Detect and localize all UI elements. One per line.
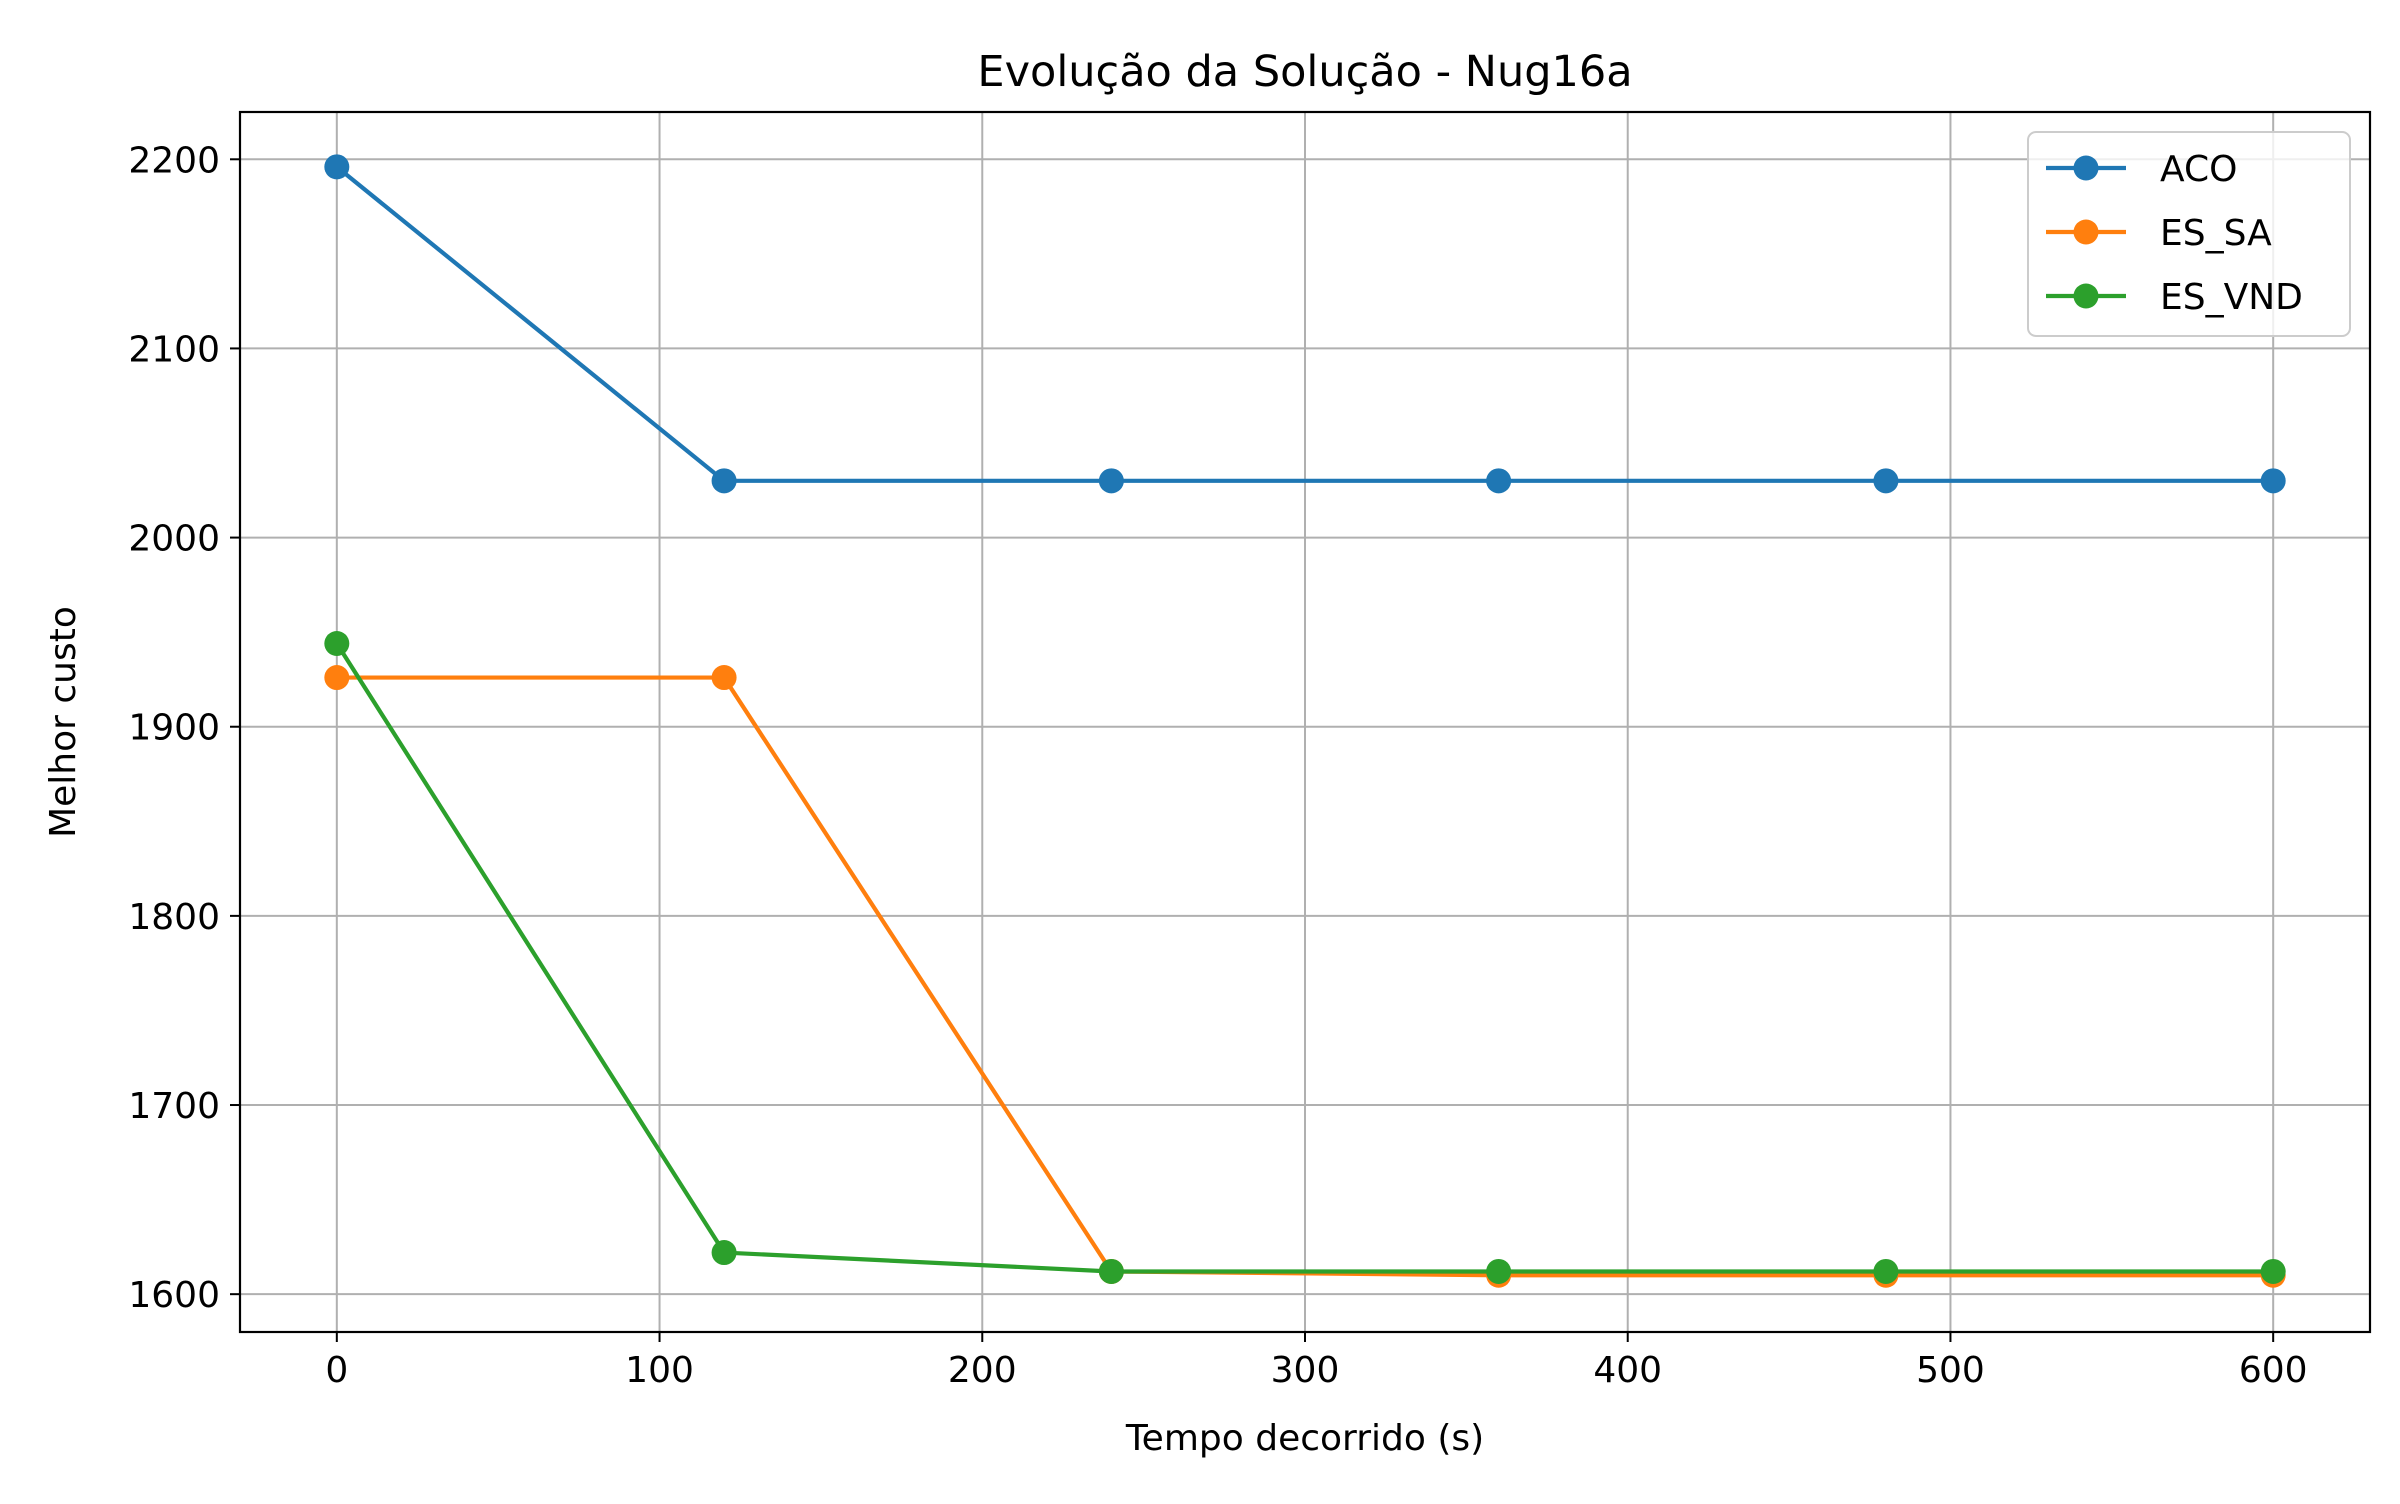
series-aco	[324, 154, 2286, 494]
data-point-aco	[711, 468, 737, 494]
y-tick-label: 1600	[128, 1275, 220, 1316]
data-point-es-vnd	[711, 1240, 737, 1266]
x-tick-label: 200	[948, 1350, 1017, 1391]
data-point-es-sa	[324, 665, 350, 691]
data-point-aco	[2260, 468, 2286, 494]
legend-label: ACO	[2160, 149, 2237, 190]
legend-swatch-marker	[2073, 283, 2099, 309]
x-tick-label: 400	[1593, 1350, 1662, 1391]
data-point-es-sa	[711, 665, 737, 691]
x-tick-label: 600	[2239, 1350, 2308, 1391]
y-tick-label: 2200	[128, 140, 220, 181]
y-axis-ticks: 1600 1700 1800 1900 2000 2100 2200	[128, 140, 240, 1316]
data-point-es-vnd	[1486, 1258, 1512, 1284]
x-tick-label: 100	[625, 1350, 694, 1391]
legend-swatch-marker	[2073, 219, 2099, 245]
data-point-es-vnd	[324, 631, 350, 657]
data-point-aco	[324, 154, 350, 180]
x-tick-label: 500	[1916, 1350, 1985, 1391]
y-axis-label: Melhor custo	[43, 606, 84, 838]
legend-box	[2027, 131, 2351, 337]
legend-label: ES_SA	[2160, 213, 2272, 254]
data-point-es-vnd	[1873, 1258, 1899, 1284]
y-tick-label: 1700	[128, 1086, 220, 1127]
y-tick-label: 2100	[128, 329, 220, 370]
series-layer	[324, 154, 2286, 1288]
x-axis-label: Tempo decorrido (s)	[1125, 1418, 1484, 1459]
chart-title: Evolução da Solução - Nug16a	[977, 47, 1632, 97]
x-tick-label: 0	[325, 1350, 348, 1391]
legend: ACO ES_SA ES_VND	[2027, 131, 2351, 337]
legend-item-aco: ACO	[2046, 149, 2237, 190]
series-es-vnd	[324, 631, 2286, 1284]
legend-swatch-marker	[2073, 155, 2099, 181]
grid	[240, 112, 2370, 1332]
data-point-aco	[1098, 468, 1124, 494]
data-point-aco	[1486, 468, 1512, 494]
series-line-es-vnd	[335, 642, 2274, 1274]
data-point-es-vnd	[2260, 1258, 2286, 1284]
series-line-aco	[335, 165, 2274, 483]
y-tick-label: 2000	[128, 519, 220, 560]
data-point-es-vnd	[1098, 1258, 1124, 1284]
y-tick-label: 1800	[128, 897, 220, 938]
data-point-aco	[1873, 468, 1899, 494]
legend-item-es-vnd: ES_VND	[2046, 277, 2303, 318]
x-axis-ticks: 0 100 200 300 400 500 600	[325, 1332, 2308, 1391]
y-tick-label: 1900	[128, 708, 220, 749]
x-tick-label: 300	[1271, 1350, 1340, 1391]
legend-label: ES_VND	[2160, 277, 2303, 318]
legend-item-es-sa: ES_SA	[2046, 213, 2272, 254]
